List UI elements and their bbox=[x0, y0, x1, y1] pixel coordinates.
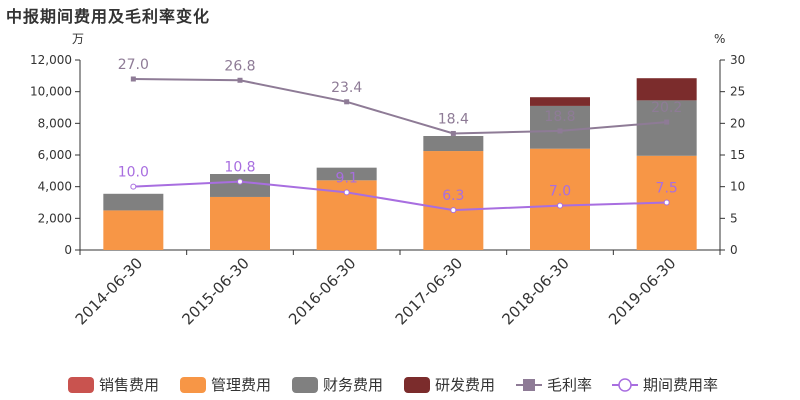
x-tick-label: 2017-06-30 bbox=[392, 254, 466, 328]
bars bbox=[103, 78, 697, 250]
line-point bbox=[343, 189, 350, 196]
line-point bbox=[450, 207, 457, 214]
data-label: 20.2 bbox=[651, 100, 682, 116]
bar-segment bbox=[210, 174, 270, 197]
bar-segment bbox=[103, 210, 164, 250]
line-series bbox=[133, 78, 667, 135]
legend-label: 财务费用 bbox=[323, 376, 383, 394]
x-tick-label: 2019-06-30 bbox=[605, 254, 679, 328]
legend: 销售费用 管理费用 财务费用 研发费用 毛利率 期间费用率 bbox=[68, 376, 718, 394]
legend-label: 研发费用 bbox=[435, 376, 495, 394]
data-label: 6.3 bbox=[442, 188, 464, 204]
chart-title: 中报期间费用及毛利率变化 bbox=[6, 7, 211, 26]
right-y-tick-label: 25 bbox=[730, 85, 745, 99]
bar-segment bbox=[316, 167, 377, 181]
legend-swatch bbox=[292, 377, 318, 393]
line-point bbox=[130, 183, 137, 190]
left-y-tick-label: 4,000 bbox=[38, 180, 72, 194]
bar-segment bbox=[530, 105, 590, 149]
data-label: 27.0 bbox=[118, 57, 149, 73]
right-y-tick-label: 20 bbox=[730, 116, 745, 130]
data-label: 18.8 bbox=[544, 109, 575, 125]
data-label: 26.8 bbox=[224, 58, 255, 74]
left-y-tick-label: 8,000 bbox=[38, 116, 72, 130]
line-point bbox=[557, 128, 563, 134]
data-label: 23.4 bbox=[331, 80, 362, 96]
bar-segment bbox=[636, 78, 697, 101]
left-y-tick-label: 2,000 bbox=[38, 211, 72, 225]
left-y-tick-label: 10,000 bbox=[30, 85, 72, 99]
bar-segment bbox=[423, 151, 484, 250]
line-point bbox=[450, 130, 456, 136]
legend-swatch bbox=[68, 377, 94, 393]
right-y-tick-label: 0 bbox=[730, 243, 738, 257]
left-y-tick-label: 12,000 bbox=[30, 53, 72, 67]
right-y-tick-label: 5 bbox=[730, 211, 738, 225]
line-point bbox=[237, 77, 243, 83]
right-y-tick-label: 10 bbox=[730, 180, 745, 194]
x-tick-label: 2018-06-30 bbox=[498, 254, 572, 328]
legend-label: 毛利率 bbox=[547, 376, 592, 394]
x-tick-label: 2014-06-30 bbox=[72, 254, 146, 328]
legend-label: 期间费用率 bbox=[643, 376, 718, 394]
bar-segment bbox=[103, 193, 164, 211]
legend-swatch bbox=[180, 377, 206, 393]
bar-segment bbox=[530, 97, 590, 106]
line-point bbox=[664, 119, 670, 125]
left-axis-unit: 万 bbox=[72, 32, 84, 46]
data-labels: 27.0 26.8 23.4 18.4 18.8 20.2 10.0 10.8 9.1 6.3 7.… bbox=[118, 57, 683, 204]
data-label: 7.0 bbox=[549, 184, 571, 200]
line-point bbox=[130, 76, 136, 82]
x-tick-label: 2016-06-30 bbox=[285, 254, 359, 328]
data-label: 18.4 bbox=[438, 111, 469, 127]
left-y-tick-label: 6,000 bbox=[38, 148, 72, 162]
legend-marker bbox=[618, 378, 632, 392]
legend-label: 销售费用 bbox=[99, 376, 159, 394]
bar-segment bbox=[636, 100, 697, 156]
line-series bbox=[133, 180, 667, 212]
line-point bbox=[557, 202, 563, 209]
right-axis-unit: % bbox=[714, 32, 725, 46]
bar-segment bbox=[423, 136, 484, 152]
legend-marker bbox=[523, 379, 535, 391]
right-y-tick-label: 15 bbox=[730, 148, 745, 162]
data-label: 10.0 bbox=[118, 165, 149, 181]
data-label: 10.8 bbox=[224, 160, 255, 176]
bar-segment bbox=[210, 196, 270, 250]
legend-label: 管理费用 bbox=[211, 376, 271, 394]
data-label: 9.1 bbox=[336, 170, 358, 186]
data-label: 7.5 bbox=[656, 181, 678, 197]
lines bbox=[130, 76, 670, 214]
legend-swatch bbox=[404, 377, 430, 393]
line-point bbox=[344, 99, 350, 105]
bar-segment bbox=[530, 148, 590, 250]
x-tick-label: 2015-06-30 bbox=[178, 254, 252, 328]
left-y-tick-label: 0 bbox=[64, 243, 72, 257]
right-y-tick-label: 30 bbox=[730, 53, 745, 67]
line-point bbox=[663, 199, 670, 206]
line-point bbox=[237, 178, 243, 185]
